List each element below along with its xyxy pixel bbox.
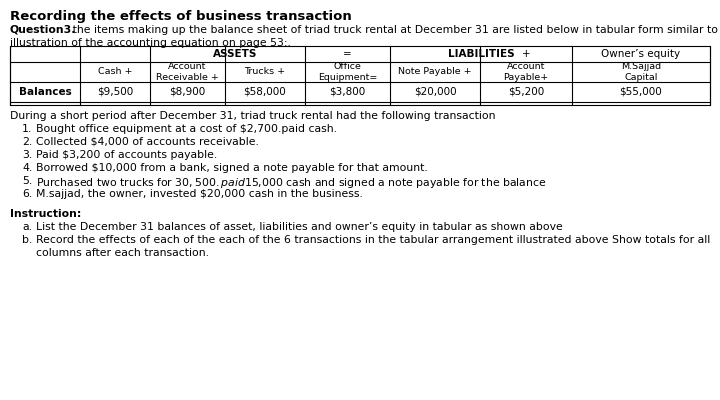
Text: $5,200: $5,200 — [508, 87, 544, 97]
Text: $55,000: $55,000 — [620, 87, 662, 97]
Text: Paid $3,200 of accounts payable.: Paid $3,200 of accounts payable. — [36, 150, 217, 160]
Text: $9,500: $9,500 — [97, 87, 133, 97]
Text: $8,900: $8,900 — [169, 87, 206, 97]
Text: $20,000: $20,000 — [414, 87, 456, 97]
Text: ASSETS: ASSETS — [213, 49, 257, 59]
Text: Balances: Balances — [19, 87, 71, 97]
Text: 5.: 5. — [22, 176, 32, 186]
Text: 4.: 4. — [22, 163, 32, 173]
Text: $58,000: $58,000 — [243, 87, 287, 97]
Text: Account
Payable+: Account Payable+ — [503, 62, 549, 82]
Text: Question3.: Question3. — [10, 25, 76, 35]
Text: Note Payable +: Note Payable + — [398, 68, 472, 76]
Text: +: + — [522, 49, 531, 59]
Text: Trucks +: Trucks + — [244, 68, 286, 76]
Text: illustration of the accounting equation on page 53:.: illustration of the accounting equation … — [10, 38, 291, 48]
Text: Account
Receivable +: Account Receivable + — [156, 62, 219, 82]
Text: LIABILITIES: LIABILITIES — [448, 49, 514, 59]
Text: columns after each transaction.: columns after each transaction. — [36, 248, 209, 258]
Text: Borrowed $10,000 from a bank, signed a note payable for that amount.: Borrowed $10,000 from a bank, signed a n… — [36, 163, 428, 173]
Text: Cash +: Cash + — [98, 68, 132, 76]
Text: Bought office equipment at a cost of $2,700.paid cash.: Bought office equipment at a cost of $2,… — [36, 124, 337, 134]
Text: Purchased two trucks for $30,500.paid $15,000 cash and signed a note payable for: Purchased two trucks for $30,500.paid $1… — [36, 176, 546, 190]
Text: a.: a. — [22, 222, 32, 232]
Text: 2.: 2. — [22, 137, 32, 147]
Text: Record the effects of each of the each of the 6 transactions in the tabular arra: Record the effects of each of the each o… — [36, 235, 710, 245]
Text: 1.: 1. — [22, 124, 32, 134]
Text: Collected $4,000 of accounts receivable.: Collected $4,000 of accounts receivable. — [36, 137, 259, 147]
Text: b.: b. — [22, 235, 32, 245]
Text: 3.: 3. — [22, 150, 32, 160]
Bar — [10, 46, 710, 105]
Text: Instruction:: Instruction: — [10, 209, 81, 219]
Text: Owner’s equity: Owner’s equity — [601, 49, 680, 59]
Text: Office
Equipment=: Office Equipment= — [318, 62, 377, 82]
Text: : the items making up the balance sheet of triad truck rental at December 31 are: : the items making up the balance sheet … — [62, 25, 720, 35]
Text: $3,800: $3,800 — [329, 87, 366, 97]
Text: During a short period after December 31, triad truck rental had the following tr: During a short period after December 31,… — [10, 111, 495, 121]
Text: List the December 31 balances of asset, liabilities and owner’s equity in tabula: List the December 31 balances of asset, … — [36, 222, 563, 232]
Text: M.sajjad, the owner, invested $20,000 cash in the business.: M.sajjad, the owner, invested $20,000 ca… — [36, 189, 363, 199]
Text: 6.: 6. — [22, 189, 32, 199]
Text: =: = — [343, 49, 352, 59]
Text: M.Sajjad
Capital: M.Sajjad Capital — [621, 62, 661, 82]
Text: Recording the effects of business transaction: Recording the effects of business transa… — [10, 10, 352, 23]
